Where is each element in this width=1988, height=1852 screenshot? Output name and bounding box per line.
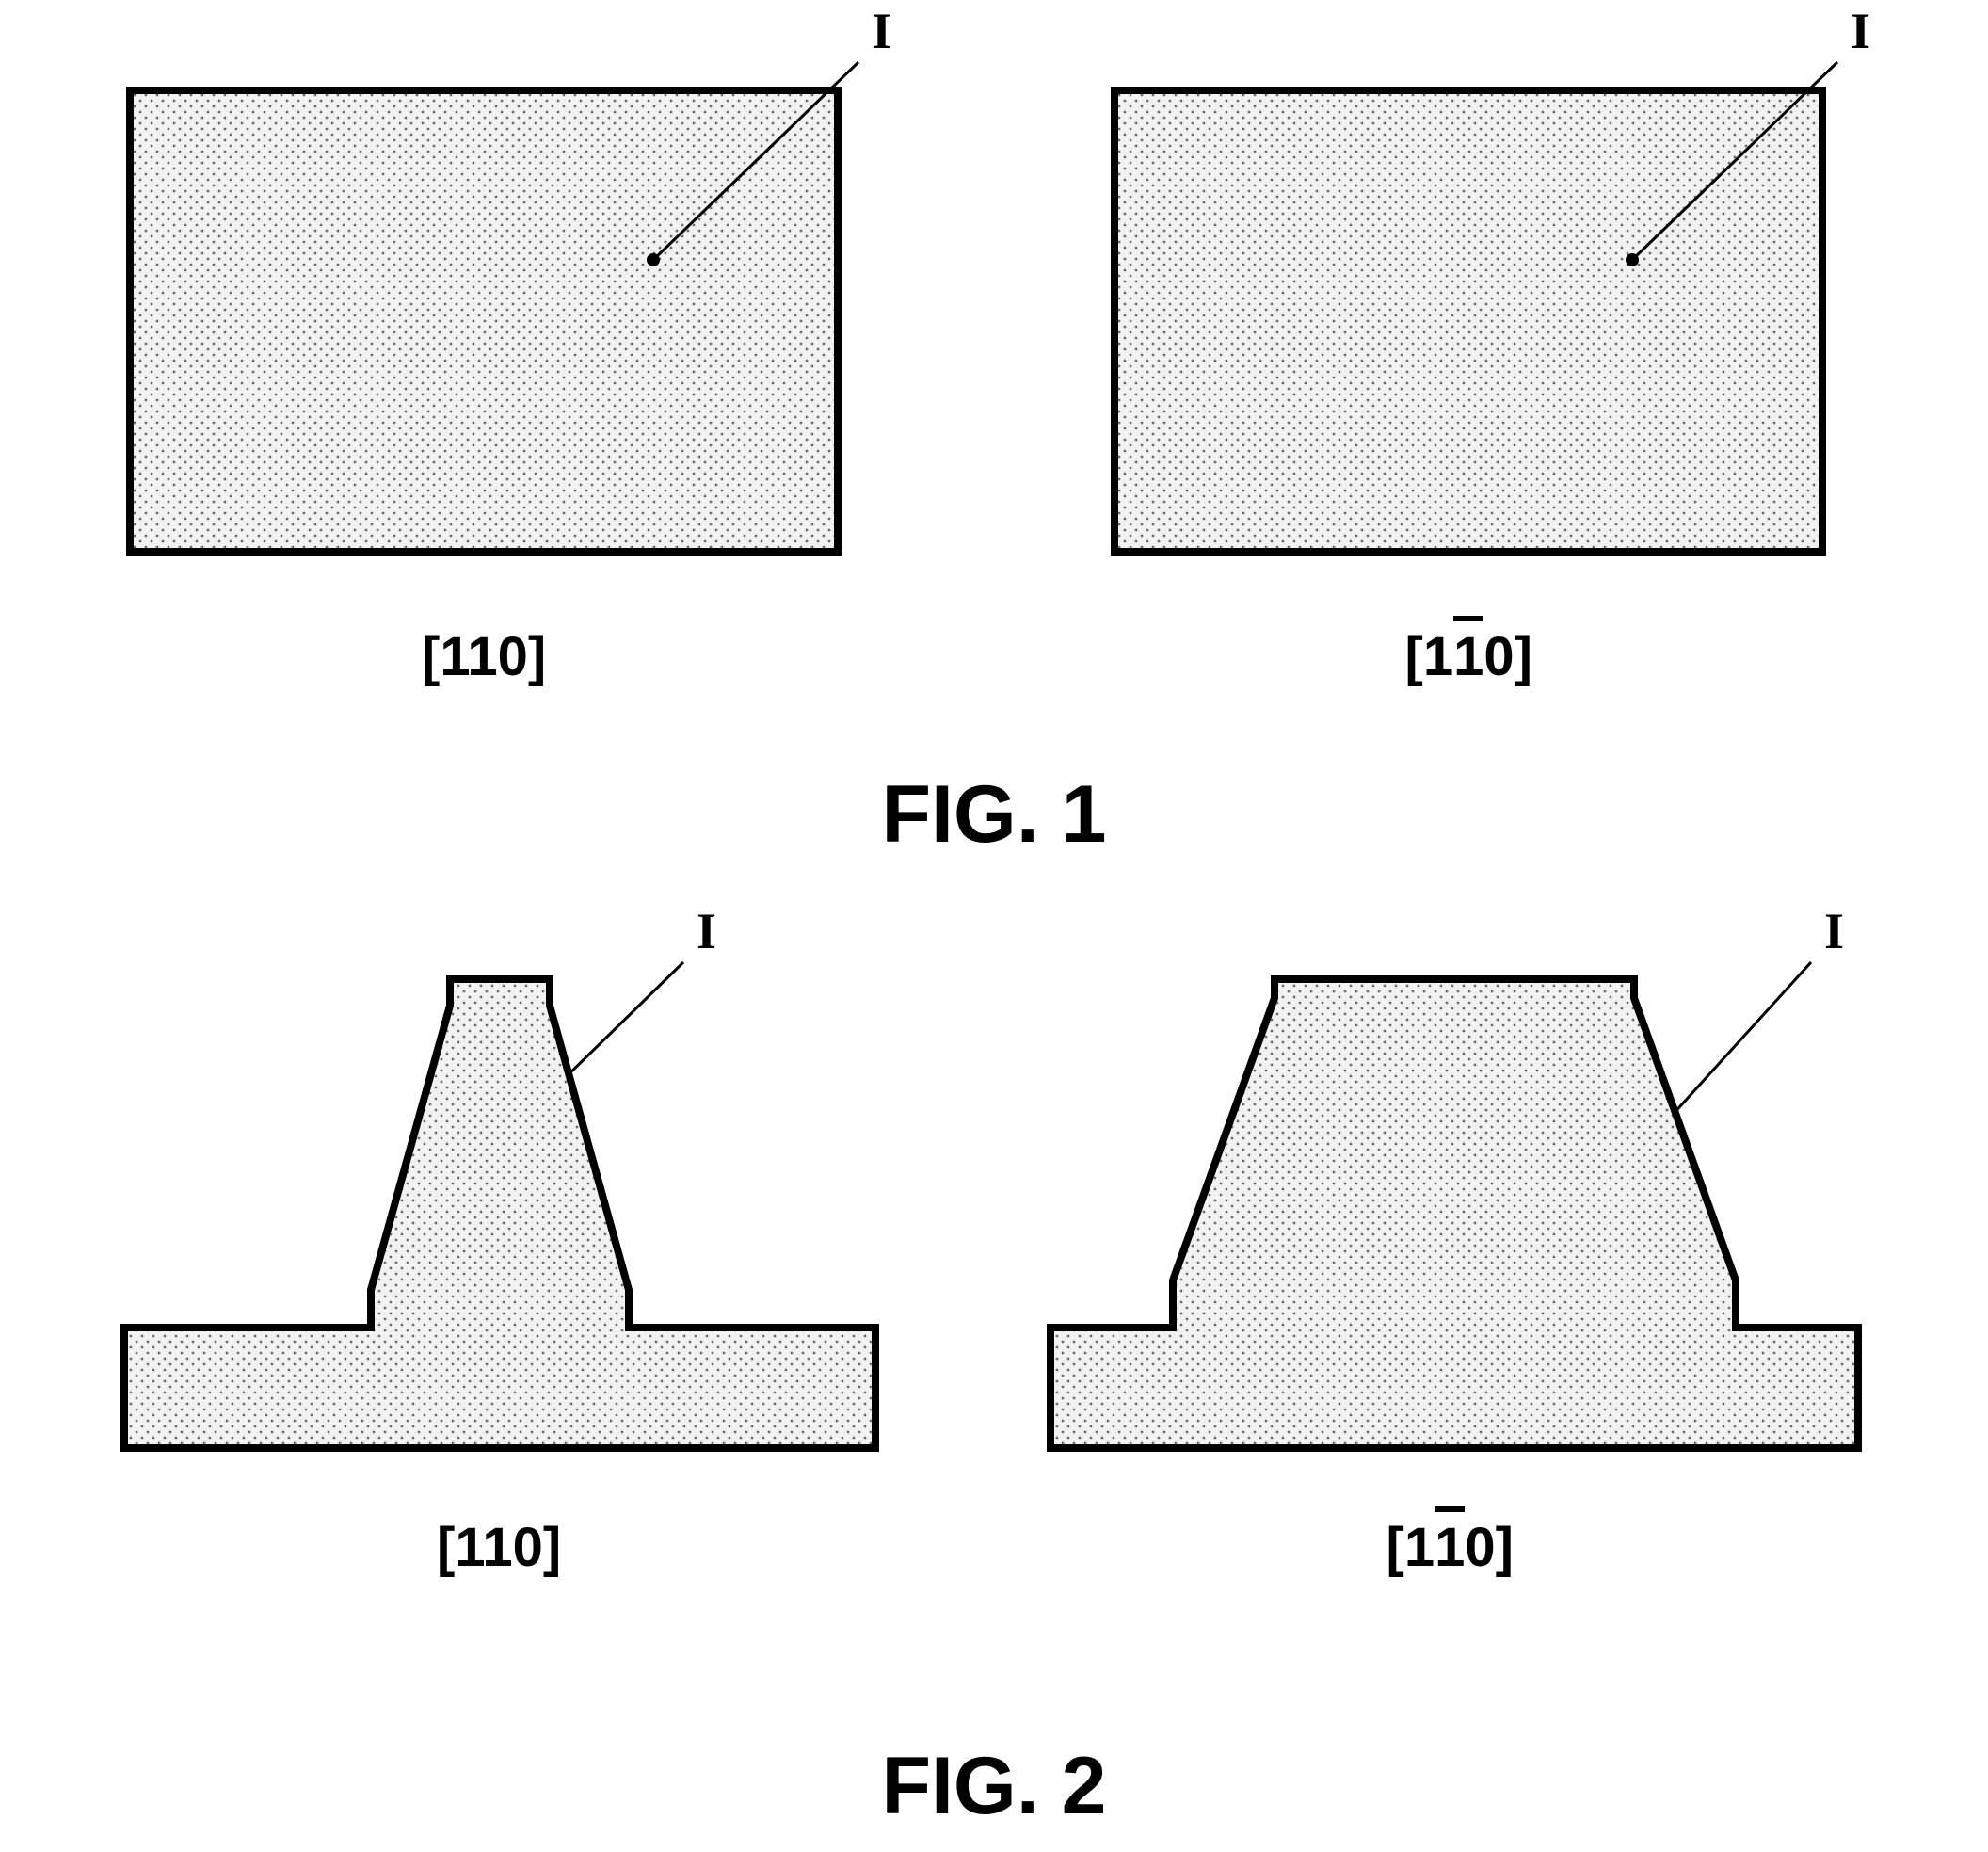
fig1-left-label: [110] [422, 625, 546, 688]
fig2-left-label: [110] [437, 1516, 561, 1579]
fig2-right-fin [1043, 972, 1866, 1456]
fig1-right-leader-label: I [1851, 2, 1870, 60]
fig1-title: FIG. 1 [882, 768, 1107, 862]
fig2-left-leader-label: I [697, 902, 716, 960]
fig1-right-label: [110] [1405, 625, 1532, 688]
fig1-left-leader-label: I [872, 2, 891, 60]
overlay [0, 0, 1988, 1852]
fig2-right-label: [110] [1387, 1516, 1514, 1579]
fig1-right-leader-dot [1626, 253, 1639, 266]
fig1-right-leader-line [1632, 62, 1837, 260]
fig2-title: FIG. 2 [882, 1740, 1107, 1833]
fig1-left-leader-line [653, 62, 858, 260]
fig2-left-fin [117, 972, 883, 1456]
page: I I [110] [110] FIG. 1 I I [110] [110] FIG. 2 [0, 0, 1988, 1852]
fig2-right-leader-label: I [1824, 902, 1844, 960]
fig2-right-label-overbar [1435, 1506, 1465, 1512]
fig1-left-leader-dot [647, 253, 660, 266]
fig1-right-label-overbar [1453, 616, 1483, 621]
